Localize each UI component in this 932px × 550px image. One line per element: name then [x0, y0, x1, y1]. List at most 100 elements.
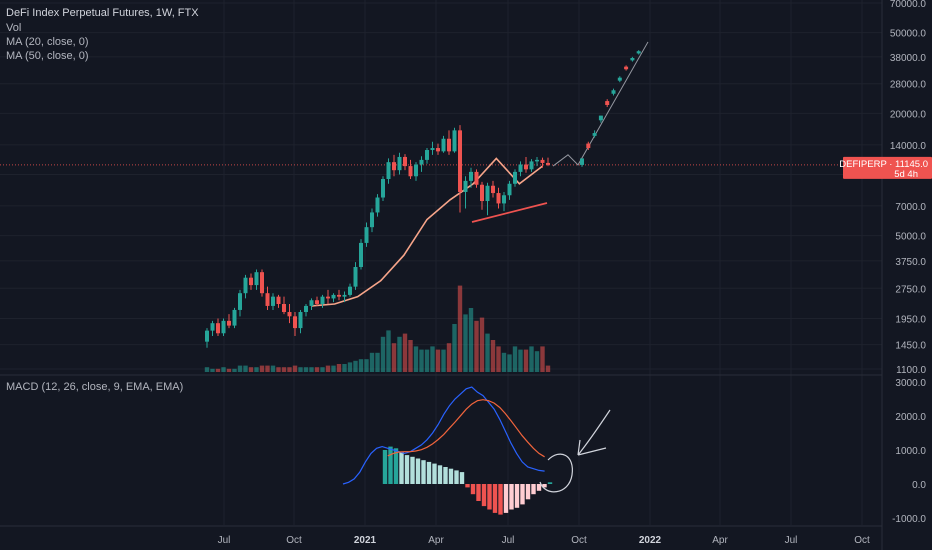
time-tick-label: Apr	[428, 535, 444, 546]
candle-body	[408, 166, 413, 177]
moving-average-line	[311, 157, 543, 307]
candle-body	[540, 159, 545, 163]
candle-body	[513, 171, 517, 184]
macd-histogram-bar	[415, 458, 421, 484]
volume-bar	[413, 346, 419, 372]
volume-bar	[281, 367, 287, 372]
macd-tick-label: 3000.0	[895, 378, 926, 389]
candle-body	[293, 316, 297, 329]
candle-body	[243, 277, 248, 294]
macd-histogram-bar	[448, 468, 454, 484]
volume-bar	[402, 333, 408, 372]
candle-body	[425, 150, 429, 160]
macd-histogram-bar	[432, 463, 437, 484]
candle-body	[491, 185, 495, 194]
volume-bar	[221, 367, 226, 372]
forecast-candle-body	[617, 77, 622, 81]
candle-body	[447, 138, 451, 152]
candle-body	[353, 266, 358, 287]
time-tick-label: Jul	[785, 535, 798, 546]
price-tick-label: 1450.0	[895, 341, 926, 352]
time-tick-label: Jul	[502, 535, 515, 546]
forecast-candle-body	[592, 133, 597, 136]
price-tag-box	[843, 156, 932, 179]
volume-bar	[463, 314, 468, 372]
candle-body	[331, 294, 336, 299]
volume-bar	[314, 367, 320, 372]
candle-body	[326, 296, 330, 299]
volume-bar	[320, 367, 325, 372]
volume-bar	[485, 333, 490, 372]
volume-bar	[380, 336, 386, 372]
time-tick-label: Jul	[218, 535, 231, 546]
price-tick-label: 38000.0	[890, 53, 927, 64]
macd-histogram-bar	[459, 472, 465, 484]
volume-bar	[364, 359, 369, 372]
candle-body	[414, 164, 418, 177]
candle-body	[370, 212, 374, 228]
volume-bar	[276, 367, 281, 372]
forecast-candle-body	[630, 58, 635, 61]
candle-body	[546, 162, 550, 165]
candle-body	[205, 330, 209, 342]
macd-line	[342, 386, 545, 485]
volume-bar	[298, 367, 303, 372]
candle-body	[238, 293, 242, 310]
candle-body	[430, 148, 435, 151]
price-tick-label: 7000.0	[895, 202, 926, 213]
candle-body	[232, 309, 237, 326]
forecast-candle-body	[636, 51, 641, 54]
candle-body	[469, 171, 473, 181]
projection-path	[552, 41, 649, 167]
macd-histogram-bar	[509, 484, 514, 510]
volume-bar	[512, 346, 518, 372]
volume-bar	[534, 351, 540, 372]
forecast-candle-body	[580, 158, 584, 165]
price-tick-label: 1950.0	[895, 315, 926, 326]
macd-histogram-bar	[481, 484, 487, 507]
candle-body	[452, 130, 457, 152]
volume-bar	[210, 368, 215, 372]
macd-histogram-bar	[476, 484, 481, 501]
macd-histogram-bar	[547, 482, 553, 484]
candle-body	[337, 294, 341, 297]
volume-bar	[496, 346, 501, 372]
volume-bar	[441, 349, 446, 372]
candle-body	[392, 162, 396, 171]
macd-histogram-bar	[465, 484, 470, 488]
price-tick-label: 28000.0	[890, 80, 927, 91]
candle-body	[480, 184, 484, 202]
volume-bar	[336, 364, 342, 372]
volume-bar	[358, 359, 364, 372]
candle-body	[320, 296, 325, 304]
candle-body	[518, 164, 523, 172]
volume-bar	[204, 367, 210, 372]
candle-body	[458, 130, 462, 192]
volume-bar	[226, 368, 232, 372]
candle-body	[287, 312, 292, 317]
volume-bar	[391, 343, 397, 372]
volume-bar	[303, 367, 309, 372]
volume-bar	[353, 360, 358, 372]
macd-histogram-bar	[421, 460, 426, 484]
candle-body	[502, 195, 506, 204]
candle-body	[210, 323, 215, 331]
macd-histogram-bar	[404, 455, 410, 484]
price-tick-label: 2750.0	[895, 284, 926, 295]
volume-bar	[325, 365, 331, 372]
candle-body	[441, 138, 446, 152]
macd-histogram-bar	[520, 484, 525, 505]
macd-histogram-bar	[426, 461, 432, 484]
macd-legend: MACD (12, 26, close, 9, EMA, EMA)	[6, 381, 184, 393]
candle-body	[474, 171, 479, 185]
signal-line	[387, 399, 545, 458]
volume-bar	[468, 308, 474, 372]
macd-histogram-bar	[470, 484, 476, 495]
forecast-candle-body	[586, 143, 591, 149]
candle-body	[375, 197, 380, 213]
candle-body	[276, 296, 281, 304]
candle-body	[221, 320, 226, 334]
forecast-candle-body	[611, 90, 616, 94]
macd-histogram-bar	[531, 484, 536, 495]
